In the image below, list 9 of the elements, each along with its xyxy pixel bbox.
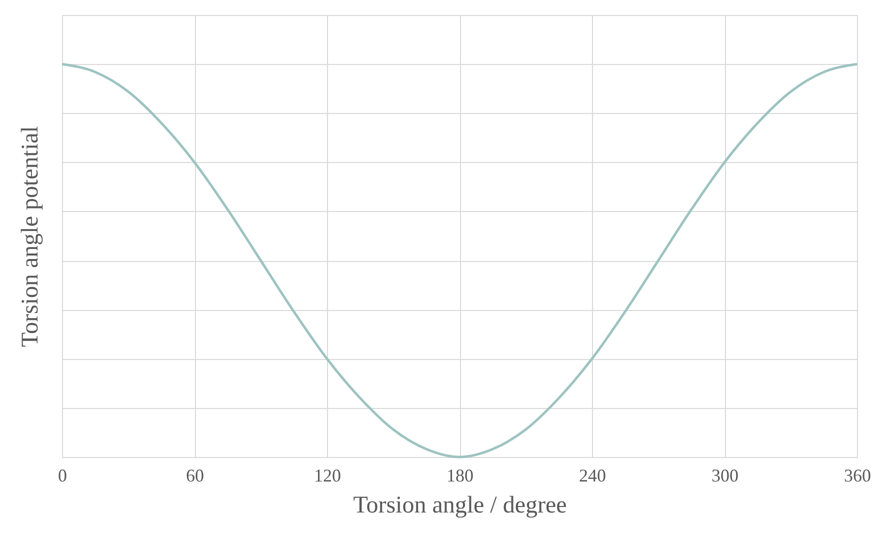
x-axis-title: Torsion angle / degree xyxy=(353,492,567,518)
y-axis-title: Torsion angle potential xyxy=(18,126,44,347)
x-tick-label: 360 xyxy=(844,466,871,486)
x-tick-label: 240 xyxy=(579,466,606,486)
x-tick-label: 120 xyxy=(314,466,341,486)
x-tick-label: 0 xyxy=(58,466,67,486)
x-tick-label: 180 xyxy=(446,466,474,486)
x-tick-label: 300 xyxy=(712,466,738,486)
x-tick-label: 60 xyxy=(186,466,204,486)
